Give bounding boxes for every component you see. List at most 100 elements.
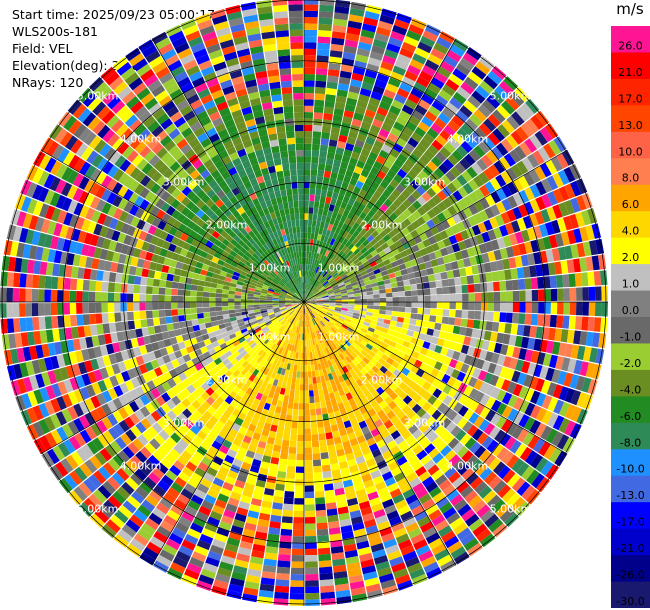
gate-cell [430,288,437,295]
gate-cell [367,271,375,277]
gate-cell [307,358,311,366]
gate-cell [352,200,361,209]
gate-cell [328,62,341,71]
gate-cell [305,276,307,284]
gate-cell [321,464,331,472]
gate-cell [463,195,474,207]
gate-cell [390,30,405,42]
gate-cell [490,90,505,105]
gate-cell [341,223,348,231]
gate-cell [296,460,304,467]
gate-cell [19,273,27,288]
gate-cell [371,145,381,155]
gate-cell [511,164,523,178]
gate-cell [351,72,364,82]
gate-cell [295,377,300,385]
gate-cell [539,127,553,143]
gate-cell [557,370,568,386]
gate-cell [563,166,576,183]
gate-cell [322,294,329,297]
gate-cell [305,270,308,277]
gate-cell [438,264,447,273]
gate-cell [347,163,356,172]
gate-cell [309,304,316,307]
gate-cell [315,240,321,247]
gate-cell [529,265,537,278]
gate-cell [314,99,325,107]
gate-cell [304,297,309,302]
gate-cell [369,274,377,281]
gate-cell [343,279,351,284]
gate-cell [354,106,366,115]
gate-cell [424,176,436,187]
gate-cell [278,393,285,402]
gate-cell [190,284,198,291]
gate-cell [460,123,474,136]
gate-cell [540,208,551,223]
gate-cell [409,179,420,190]
gate-cell [312,265,316,272]
gate-cell [369,238,378,246]
gate-cell [477,222,487,234]
gate-cell [524,187,535,201]
gate-cell [419,247,428,257]
gate-cell [349,8,365,17]
gate-cell [154,325,162,334]
gate-cell [491,271,500,282]
gate-cell [554,261,563,275]
gate-cell [38,275,46,289]
gate-cell [505,368,515,381]
gate-cell [234,305,241,310]
gate-cell [430,77,445,89]
gate-cell [319,394,326,402]
gate-cell [449,302,456,310]
gate-cell [273,496,284,504]
gate-cell [293,510,304,518]
gate-cell [312,131,322,139]
gate-cell [327,311,334,315]
gate-cell [375,246,384,254]
gate-cell [428,105,441,117]
gate-cell [322,305,329,308]
gate-cell [321,307,329,311]
gate-cell [550,156,563,172]
gate-cell [575,212,586,228]
gate-cell [436,212,447,223]
gate-cell [164,302,172,310]
gate-cell [600,270,608,286]
gate-cell [316,305,323,308]
gate-cell [344,240,352,248]
gate-cell [378,101,391,111]
gate-cell [31,303,39,317]
gate-cell [312,124,322,132]
gate-cell [555,356,565,370]
gate-cell [371,316,379,322]
gate-cell [566,329,575,344]
gate-cell [374,199,384,209]
gate-cell [114,282,122,293]
gate-cell [318,286,325,291]
gate-cell [38,316,46,330]
gate-cell [393,208,403,217]
gate-cell [359,87,372,97]
gate-cell [290,383,296,391]
gate-cell [152,310,160,318]
gate-cell [416,76,430,88]
gate-cell [491,146,504,160]
gate-cell [308,277,312,284]
gate-cell [209,297,216,302]
gate-cell [431,156,443,168]
gate-cell [535,110,550,126]
gate-cell [324,164,333,172]
gate-cell [367,298,374,302]
gate-cell [315,402,321,409]
gate-cell [321,292,329,297]
gate-cell [471,66,487,80]
gate-cell [310,278,315,285]
gate-cell [311,162,318,170]
gate-cell [506,302,513,313]
gate-cell [346,288,354,293]
gate-cell [333,219,340,227]
gate-cell [515,126,529,141]
gate-cell [430,226,440,236]
